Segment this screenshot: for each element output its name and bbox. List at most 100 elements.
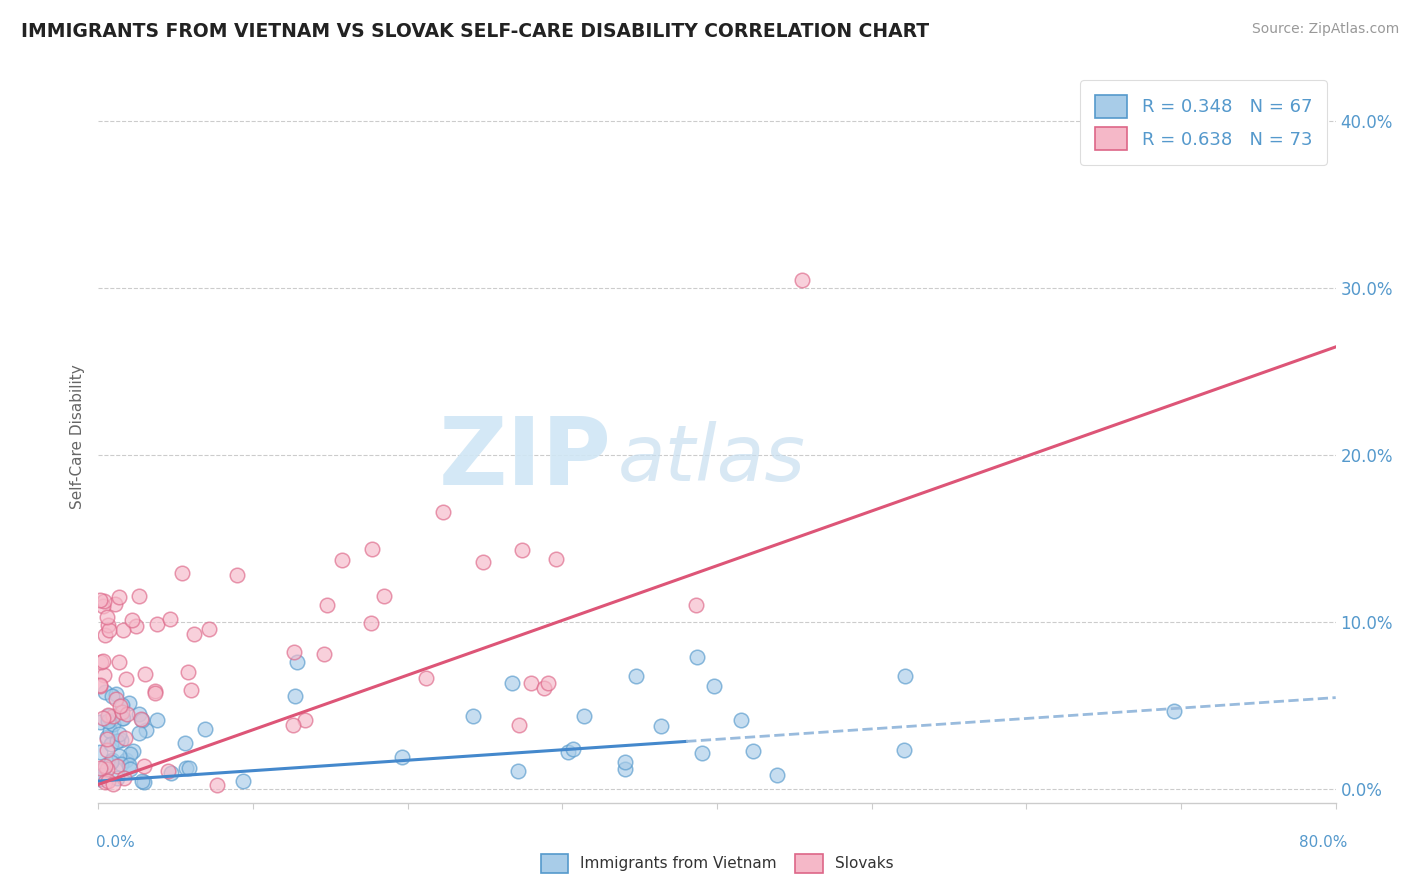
Point (96, 732, 118, 747)
Point (790, 273, 813, 287)
Point (91, 711, 114, 725)
Legend: Immigrants from Vietnam, Slovaks: Immigrants from Vietnam, Slovaks (534, 847, 900, 880)
Point (145, 684, 167, 698)
Point (89, 745, 111, 759)
Point (97, 773, 120, 788)
Point (128, 589, 150, 603)
Point (105, 758, 128, 772)
Point (173, 736, 195, 750)
Point (360, 616, 382, 631)
Point (94, 775, 117, 789)
Text: 0.0%: 0.0% (96, 836, 135, 850)
Point (94, 758, 117, 772)
Point (93, 668, 115, 682)
Point (283, 645, 305, 659)
Point (506, 764, 529, 779)
Point (146, 616, 169, 631)
Point (128, 726, 150, 740)
Point (198, 622, 221, 636)
Point (432, 504, 454, 518)
Point (135, 723, 157, 737)
Point (546, 552, 568, 566)
Point (107, 734, 129, 748)
Y-axis label: Self-Care Disability: Self-Care Disability (70, 365, 86, 509)
Point (118, 758, 141, 772)
Point (766, 767, 789, 781)
Point (614, 762, 637, 776)
Point (111, 711, 134, 725)
Point (134, 667, 156, 681)
Point (108, 748, 131, 763)
Point (132, 774, 155, 789)
Point (97, 708, 120, 723)
Point (94, 685, 117, 699)
Point (281, 718, 304, 732)
Point (115, 672, 138, 686)
Point (690, 746, 713, 760)
Point (100, 713, 122, 727)
Text: 80.0%: 80.0% (1299, 836, 1347, 850)
Point (101, 777, 124, 791)
Point (330, 553, 353, 567)
Point (94, 627, 117, 641)
Point (103, 709, 125, 723)
Text: atlas: atlas (619, 421, 806, 497)
Point (461, 708, 484, 723)
Point (120, 747, 142, 762)
Point (97, 618, 120, 632)
Point (232, 774, 254, 789)
Point (373, 589, 395, 603)
Point (107, 727, 129, 741)
Point (159, 612, 181, 626)
Text: IMMIGRANTS FROM VIETNAM VS SLOVAK SELF-CARE DISABILITY CORRELATION CHART: IMMIGRANTS FROM VIETNAM VS SLOVAK SELF-C… (21, 22, 929, 41)
Point (118, 762, 141, 776)
Point (90, 655, 112, 669)
Point (183, 627, 205, 641)
Point (115, 753, 138, 767)
Point (111, 711, 134, 725)
Point (111, 705, 134, 719)
Point (89, 593, 111, 607)
Point (510, 542, 533, 557)
Point (391, 750, 413, 764)
Point (111, 698, 134, 712)
Point (93, 654, 115, 668)
Point (225, 568, 247, 582)
Point (177, 665, 200, 679)
Point (1163, 704, 1185, 718)
Point (574, 709, 596, 723)
Point (110, 699, 132, 714)
Point (111, 623, 134, 637)
Point (91, 599, 114, 614)
Point (107, 590, 129, 604)
Point (118, 696, 141, 710)
Point (96, 743, 118, 757)
Point (294, 713, 316, 727)
Point (501, 676, 523, 690)
Point (101, 716, 124, 731)
Point (97, 714, 120, 728)
Point (314, 648, 336, 662)
Point (170, 566, 193, 581)
Point (128, 707, 150, 722)
Point (105, 771, 128, 785)
Point (89, 679, 111, 693)
Point (104, 687, 127, 701)
Point (177, 761, 200, 775)
Point (125, 619, 148, 633)
Point (96, 730, 118, 744)
Point (205, 778, 228, 792)
Point (361, 542, 384, 557)
Point (91, 768, 114, 782)
Point (626, 669, 648, 683)
Point (104, 597, 127, 611)
Point (89, 761, 111, 775)
Point (100, 737, 122, 751)
Point (97, 709, 120, 723)
Point (471, 555, 494, 569)
Point (110, 756, 132, 771)
Point (100, 690, 122, 704)
Point (284, 689, 307, 703)
Point (96, 610, 118, 624)
Point (686, 650, 709, 665)
